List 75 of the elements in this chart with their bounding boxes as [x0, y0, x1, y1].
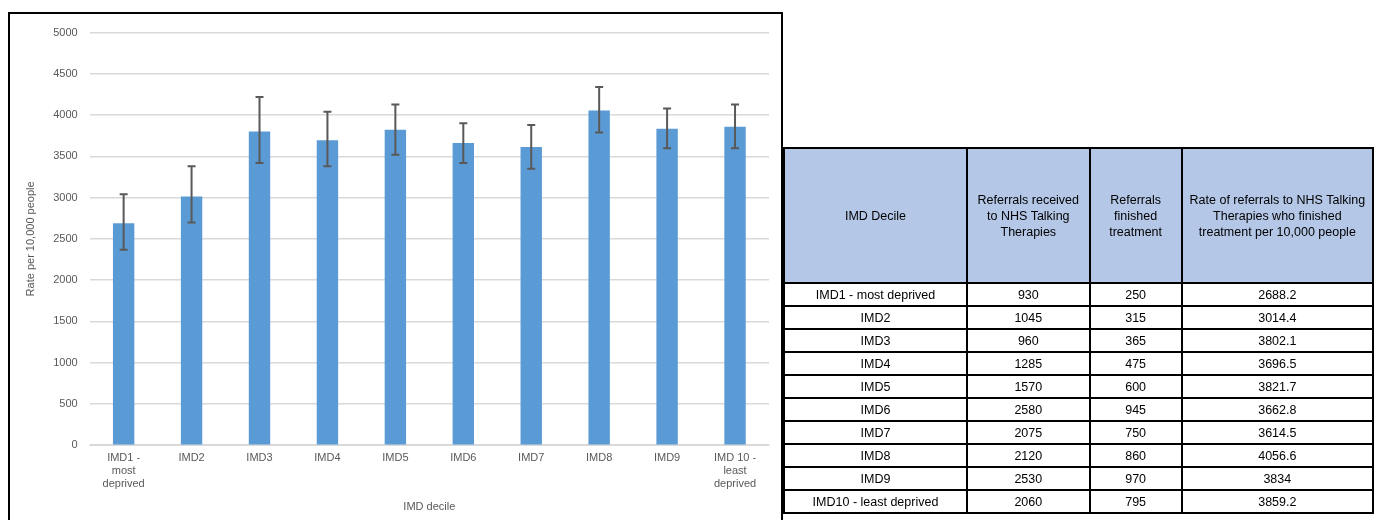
x-tick-label: IMD7: [518, 450, 545, 463]
y-tick-label: 3000: [53, 190, 78, 203]
category-label: IMD10 - least deprived: [784, 490, 967, 513]
data-label: 3802.1: [1181, 329, 1373, 352]
text: IMD Decile: [784, 148, 967, 283]
y-tick-label: 1500: [53, 314, 78, 327]
data-label: 3821.7: [1181, 375, 1373, 398]
data-label: 970: [1089, 467, 1182, 490]
data-label: 1285: [967, 352, 1090, 375]
data-label: 945: [1089, 398, 1182, 421]
y-tick-label: 4000: [53, 108, 78, 121]
category-label: IMD2: [784, 306, 967, 329]
bar: [248, 131, 271, 445]
bar: [520, 146, 542, 445]
data-label: 3859.2: [1181, 490, 1373, 513]
bar: [112, 223, 135, 445]
data-label: 860: [1089, 444, 1182, 467]
x-tick-label: IMD8: [586, 450, 613, 463]
category-label: IMD3: [784, 329, 967, 352]
bar: [724, 126, 746, 445]
data-label: 960: [967, 329, 1090, 352]
x-tick-label: IMD5: [382, 450, 409, 463]
y-tick-label: 2500: [53, 231, 78, 244]
data-label: 600: [1089, 375, 1182, 398]
x-tick-label: IMD9: [653, 450, 681, 463]
text: Referrals finished treatment: [1089, 148, 1182, 283]
data-label: 2060: [967, 490, 1090, 513]
data-label: 2075: [967, 421, 1090, 444]
data-label: 3834: [1181, 467, 1373, 490]
x-tick-label: IMD3: [246, 450, 273, 463]
data-label: 3014.4: [1181, 306, 1373, 329]
x-axis-title: IMD decile: [403, 500, 456, 513]
bar: [316, 140, 339, 445]
y-tick-label: 5000: [53, 25, 78, 38]
x-tick-label: IMD1 - most deprived: [102, 450, 145, 490]
data-label: 930: [967, 283, 1090, 306]
x-tick-label: IMD 10 - least deprived: [713, 450, 757, 490]
y-tick-label: 3500: [53, 149, 78, 162]
x-tick-label: IMD2: [178, 450, 205, 463]
y-tick-label: 1000: [53, 355, 78, 368]
y-tick-label: 2000: [53, 273, 78, 286]
data-label: 3614.5: [1181, 421, 1373, 444]
data-label: 1045: [967, 306, 1090, 329]
y-tick-label: 500: [59, 396, 78, 409]
data-label: 315: [1089, 306, 1182, 329]
bar: [452, 142, 474, 445]
data-label: 2580: [967, 398, 1090, 421]
category-label: IMD4: [784, 352, 967, 375]
bar: [588, 110, 610, 445]
data-label: 750: [1089, 421, 1182, 444]
data-label: 2688.2: [1181, 283, 1373, 306]
data-label: 475: [1089, 352, 1182, 375]
data-label: 365: [1089, 329, 1182, 352]
y-tick-label: 4500: [53, 66, 78, 79]
data-label: 250: [1089, 283, 1182, 306]
category-label: IMD6: [784, 398, 967, 421]
data-label: 3696.5: [1181, 352, 1373, 375]
text: Rate of referrals to NHS Talking Therapies who finished treatment per 10,000 people: [1181, 148, 1373, 283]
bar: [180, 196, 203, 445]
data-label: 2120: [967, 444, 1090, 467]
data-label: 795: [1089, 490, 1182, 513]
bar: [656, 128, 678, 445]
category-label: IMD1 - most deprived: [784, 283, 967, 306]
data-label: 3662.8: [1181, 398, 1373, 421]
x-tick-label: IMD4: [314, 450, 341, 463]
bar: [384, 129, 407, 445]
x-tick-label: IMD6: [450, 450, 477, 463]
y-tick-label: 0: [71, 438, 78, 451]
data-label: 2530: [967, 467, 1090, 490]
category-label: IMD7: [784, 421, 967, 444]
text: Referrals received to NHS Talking Therapies: [967, 148, 1090, 283]
data-label: 1570: [967, 375, 1090, 398]
y-axis-title: Rate per 10,000 people: [23, 181, 36, 297]
category-label: IMD5: [784, 375, 967, 398]
data-label: 4056.6: [1181, 444, 1373, 467]
